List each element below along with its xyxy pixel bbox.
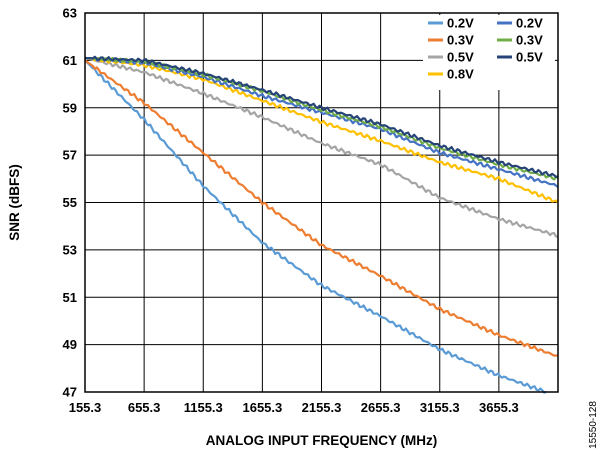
legend-label: 0.8V bbox=[447, 67, 474, 82]
series-line bbox=[84, 55, 559, 178]
y-tick-label: 53 bbox=[63, 242, 77, 257]
x-tick-label: 155.3 bbox=[69, 400, 102, 415]
x-tick-label: 1155.3 bbox=[184, 400, 223, 415]
series-line bbox=[84, 56, 559, 238]
y-axis-ticks: 47 49 51 53 55 57 59 61 63 bbox=[63, 6, 77, 400]
legend-label: 0.3V bbox=[516, 33, 543, 48]
y-tick-label: 55 bbox=[63, 195, 77, 210]
x-axis-ticks: 155.3 655.3 1155.3 1655.3 2155.3 2655.3 3155.3… bbox=[69, 400, 519, 415]
y-tick-label: 49 bbox=[63, 337, 77, 352]
legend-label: 0.3V bbox=[447, 33, 474, 48]
series-line bbox=[84, 56, 559, 188]
series-line bbox=[84, 59, 547, 394]
y-tick-label: 51 bbox=[63, 290, 77, 305]
legend-background bbox=[423, 15, 555, 90]
x-tick-label: 1655.3 bbox=[242, 400, 282, 415]
x-axis-title: ANALOG INPUT FREQUENCY (MHz) bbox=[206, 433, 438, 448]
legend-label: 0.2V bbox=[447, 16, 474, 31]
y-tick-label: 59 bbox=[63, 100, 77, 115]
series-lines bbox=[84, 55, 559, 394]
y-axis-title: SNR (dBFS) bbox=[7, 164, 22, 241]
plot-frame bbox=[84, 12, 559, 393]
legend-label: 0.5V bbox=[516, 50, 543, 65]
figure-id: 15550-128 bbox=[588, 401, 599, 449]
legend-label: 0.2V bbox=[516, 16, 543, 31]
legend-label: 0.5V bbox=[447, 50, 474, 65]
series-line bbox=[84, 59, 559, 357]
x-tick-label: 2655.3 bbox=[361, 400, 401, 415]
x-tick-label: 655.3 bbox=[128, 400, 161, 415]
y-tick-label: 61 bbox=[63, 53, 77, 68]
y-tick-label: 57 bbox=[63, 148, 77, 163]
legend: 0.2V 0.3V 0.5V 0.8V 0.2V 0.3V 0.5V bbox=[423, 15, 555, 90]
x-tick-label: 3655.3 bbox=[479, 400, 519, 415]
x-tick-label: 3155.3 bbox=[420, 400, 460, 415]
x-tick-label: 2155.3 bbox=[302, 400, 342, 415]
y-tick-label: 63 bbox=[63, 6, 77, 21]
y-tick-label: 47 bbox=[63, 385, 77, 400]
